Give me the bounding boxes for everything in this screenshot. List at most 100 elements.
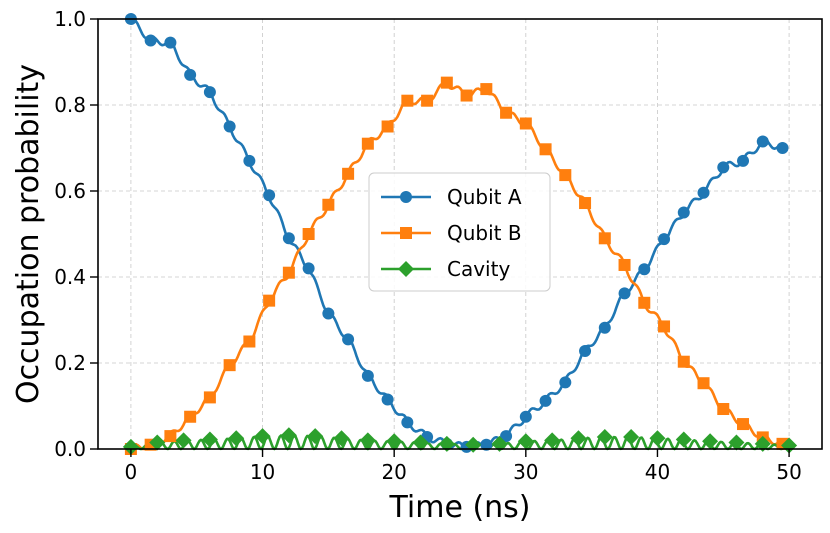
data-point-cavity — [122, 438, 139, 455]
data-point-qubit-a — [263, 189, 276, 202]
data-point-qubit-b — [263, 294, 276, 307]
data-point-qubit-b — [460, 89, 473, 102]
data-point-qubit-a — [381, 393, 394, 406]
data-point-qubit-a — [519, 410, 532, 423]
y-axis-ticks: 0.0 0.2 0.4 0.6 0.8 1.0 — [54, 7, 98, 461]
data-point-qubit-b — [677, 355, 690, 368]
legend-label-qubit-b: Qubit B — [447, 221, 522, 245]
data-point-qubit-a — [677, 206, 690, 219]
data-point-qubit-a — [361, 369, 374, 382]
data-point-qubit-a — [756, 135, 769, 148]
data-point-cavity — [728, 434, 745, 451]
x-tick-label: 0 — [125, 460, 138, 484]
data-point-qubit-a — [223, 120, 236, 133]
data-point-qubit-b — [618, 258, 631, 271]
x-tick-label: 10 — [250, 460, 275, 484]
data-point-qubit-a — [737, 154, 750, 167]
x-tick-label: 30 — [513, 460, 538, 484]
data-point-qubit-a — [203, 86, 216, 99]
data-point-qubit-b — [697, 377, 710, 390]
data-point-qubit-b — [658, 320, 671, 333]
data-point-qubit-a — [243, 154, 256, 167]
data-point-qubit-a — [184, 68, 197, 81]
data-point-qubit-b — [539, 143, 552, 156]
data-point-cavity — [149, 434, 166, 451]
data-point-cavity — [254, 428, 271, 445]
data-point-cavity — [491, 435, 508, 452]
data-point-qubit-a — [776, 142, 789, 154]
data-point-cavity — [702, 433, 719, 450]
data-point-qubit-a — [322, 307, 335, 320]
data-point-qubit-a — [342, 333, 355, 346]
data-point-qubit-b — [638, 296, 651, 309]
data-point-qubit-a — [401, 416, 414, 429]
data-point-qubit-b — [421, 94, 434, 107]
data-point-cavity — [544, 432, 561, 449]
data-point-qubit-a — [638, 263, 651, 276]
x-tick-label: 50 — [776, 460, 801, 484]
data-point-qubit-b — [243, 335, 256, 348]
data-point-qubit-b — [302, 228, 315, 240]
y-tick-label: 1.0 — [54, 7, 86, 31]
data-point-qubit-b — [559, 169, 572, 182]
y-tick-label: 0.8 — [54, 93, 86, 117]
plot-frame — [97, 18, 823, 450]
data-point-qubit-a — [302, 262, 315, 275]
data-point-cavity — [307, 428, 324, 445]
data-point-qubit-b — [500, 106, 513, 119]
data-point-qubit-a — [500, 430, 513, 443]
series-line-qubit-a — [130, 17, 783, 451]
data-point-qubit-b — [401, 94, 414, 107]
data-point-qubit-a — [658, 233, 671, 246]
y-tick-label: 0.4 — [54, 265, 86, 289]
data-point-qubit-b — [342, 167, 355, 180]
data-point-qubit-a — [480, 438, 493, 451]
data-point-qubit-a — [618, 287, 631, 300]
data-point-qubit-a — [598, 321, 611, 334]
data-point-cavity — [228, 430, 245, 447]
data-point-qubit-a — [697, 186, 710, 199]
data-point-qubit-b — [164, 430, 177, 443]
data-point-cavity — [280, 427, 297, 444]
data-point-cavity — [333, 430, 350, 447]
data-point-qubit-a — [539, 394, 552, 407]
data-point-cavity — [175, 432, 192, 449]
data-point-qubit-b — [440, 76, 453, 89]
data-point-qubit-b — [579, 197, 592, 210]
data-point-cavity — [201, 431, 218, 448]
data-point-cavity — [623, 428, 640, 445]
data-point-qubit-b — [361, 137, 374, 150]
data-point-qubit-b — [381, 120, 394, 133]
data-point-qubit-a — [579, 344, 592, 357]
legend-box — [368, 172, 551, 292]
x-tick-label: 40 — [645, 460, 670, 484]
y-tick-label: 0.6 — [54, 179, 86, 203]
data-point-qubit-b — [737, 418, 750, 431]
data-point-qubit-b — [717, 403, 730, 416]
legend-label-cavity: Cavity — [447, 257, 510, 281]
data-point-qubit-b — [598, 232, 611, 245]
data-point-qubit-a — [717, 161, 730, 174]
legend-marker-cavity — [398, 261, 414, 277]
data-point-qubit-b — [223, 359, 236, 372]
y-tick-label: 0.0 — [54, 437, 86, 461]
data-point-cavity — [386, 433, 403, 450]
data-point-qubit-a — [282, 232, 295, 245]
y-tick-label: 0.2 — [54, 351, 86, 375]
x-tick-label: 20 — [381, 460, 406, 484]
y-axis-title: Occupation probability — [11, 64, 46, 404]
data-point-cavity — [675, 431, 692, 448]
legend: Qubit A Qubit B Cavity — [368, 172, 551, 292]
data-point-qubit-b — [519, 117, 532, 130]
data-point-cavity — [359, 432, 376, 449]
data-point-cavity — [596, 428, 613, 445]
legend-marker-qubit-b — [400, 227, 412, 239]
legend-marker-qubit-a — [400, 191, 412, 203]
legend-label-qubit-a: Qubit A — [447, 185, 522, 209]
data-point-qubit-b — [322, 198, 335, 211]
data-point-cavity — [570, 430, 587, 447]
data-point-cavity — [649, 430, 666, 447]
data-point-qubit-b — [282, 266, 295, 279]
data-point-cavity — [412, 434, 429, 451]
